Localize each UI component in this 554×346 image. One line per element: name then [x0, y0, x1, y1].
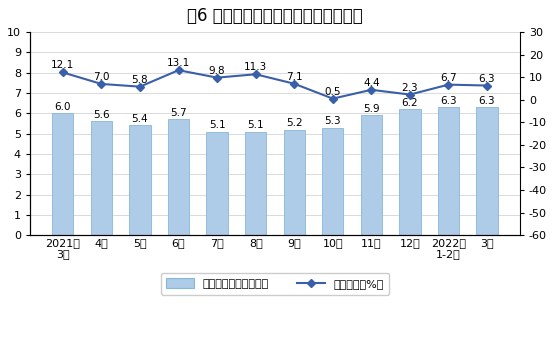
Text: 5.2: 5.2 — [286, 118, 302, 128]
Bar — [399, 109, 420, 235]
Text: 6.7: 6.7 — [440, 73, 457, 83]
Text: 9.8: 9.8 — [209, 66, 225, 76]
Text: 6.3: 6.3 — [479, 73, 495, 83]
Bar — [438, 107, 459, 235]
Text: 2.3: 2.3 — [402, 83, 418, 92]
Title: 图6 规模以上工业天然气产量月度走势: 图6 规模以上工业天然气产量月度走势 — [187, 7, 363, 25]
Text: 6.2: 6.2 — [402, 98, 418, 108]
Text: 5.3: 5.3 — [325, 116, 341, 126]
Bar — [52, 113, 74, 235]
Bar — [207, 131, 228, 235]
Text: 5.9: 5.9 — [363, 104, 379, 114]
Bar — [361, 115, 382, 235]
Bar — [284, 129, 305, 235]
Text: 5.8: 5.8 — [132, 75, 148, 85]
Text: 5.7: 5.7 — [170, 108, 187, 118]
Text: 5.1: 5.1 — [247, 120, 264, 130]
Bar — [245, 131, 266, 235]
Text: 7.0: 7.0 — [93, 72, 110, 82]
Bar — [322, 128, 343, 235]
Text: 0.5: 0.5 — [325, 86, 341, 97]
Text: 13.1: 13.1 — [167, 58, 190, 68]
Text: 12.1: 12.1 — [51, 61, 74, 71]
Text: 6.0: 6.0 — [55, 102, 71, 112]
Text: 6.3: 6.3 — [440, 96, 457, 106]
Text: 5.6: 5.6 — [93, 110, 110, 120]
Text: 7.1: 7.1 — [286, 72, 302, 82]
Bar — [91, 121, 112, 235]
Bar — [476, 107, 497, 235]
Text: 6.3: 6.3 — [479, 96, 495, 106]
Text: 11.3: 11.3 — [244, 62, 267, 72]
Text: 5.4: 5.4 — [132, 114, 148, 124]
Text: 5.1: 5.1 — [209, 120, 225, 130]
Legend: 日均产量（亿立方米）, 当月增速（%）: 日均产量（亿立方米）, 当月增速（%） — [161, 273, 389, 294]
Bar — [168, 119, 189, 235]
Text: 4.4: 4.4 — [363, 78, 379, 88]
Bar — [130, 126, 151, 235]
